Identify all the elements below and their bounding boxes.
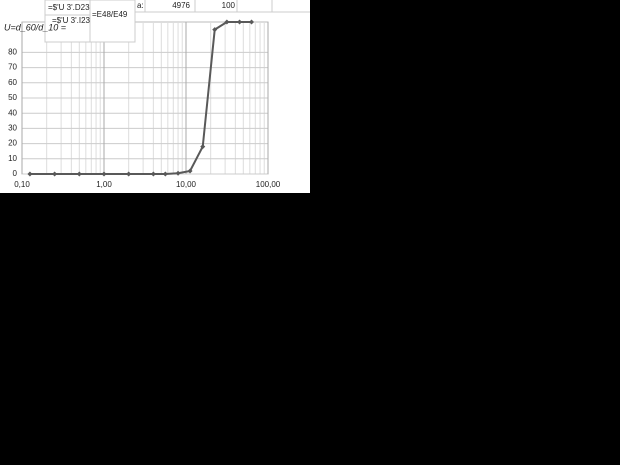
cell: =$'U 3'.I23 <box>52 16 91 25</box>
x-tick-label: 10,00 <box>176 180 197 189</box>
x-tick-label: 1,00 <box>96 180 112 189</box>
point <box>200 144 206 150</box>
x-tick-label: 100,00 <box>256 180 281 189</box>
y-tick-label: 40 <box>8 108 17 117</box>
y-tick-label: 30 <box>8 124 17 133</box>
cell: U=d_60/d_10 = <box>4 22 66 32</box>
point <box>101 171 107 177</box>
cell: =E48/E49 <box>92 10 128 19</box>
point <box>224 19 230 25</box>
point <box>27 171 33 177</box>
point <box>162 171 168 177</box>
y-tick-label: 70 <box>8 63 17 72</box>
cell: a: <box>137 1 144 10</box>
point <box>237 19 243 25</box>
y-tick-label: 50 <box>8 93 17 102</box>
cell: 100 <box>222 1 236 10</box>
x-tick-label: 0,10 <box>14 180 30 189</box>
cell: 4976 <box>172 1 190 10</box>
cell: =$'U 3'.D23 <box>48 3 90 12</box>
point <box>126 171 132 177</box>
y-tick-label: 60 <box>8 78 17 87</box>
y-tick-label: 20 <box>8 139 17 148</box>
y-tick-label: 10 <box>8 154 17 163</box>
point <box>175 170 181 176</box>
point <box>249 19 255 25</box>
chart: 0 10 20 30 40 50 60 70 80 0,10 1,00 10,00 100,00 <box>8 19 281 189</box>
point <box>150 171 156 177</box>
y-tick-label: 80 <box>8 48 17 57</box>
point <box>187 168 193 174</box>
point <box>76 171 82 177</box>
point <box>212 27 218 33</box>
y-tick-label: 0 <box>13 169 18 178</box>
line <box>29 21 252 175</box>
cells: =$'U 3'.D23 =$'U 3'.I23 =E48/E49 U=d_60/… <box>4 0 310 43</box>
point <box>52 171 58 177</box>
